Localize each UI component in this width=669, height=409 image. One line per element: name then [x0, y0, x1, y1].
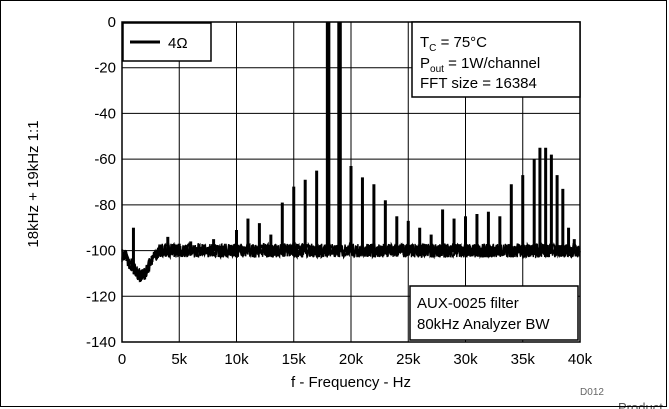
annotation-analyzer-bw: 80kHz Analyzer BW: [417, 316, 550, 333]
y-tick-label: -120: [86, 288, 116, 305]
plot-frame: [121, 21, 581, 343]
x-tick-label: 15k: [282, 351, 307, 368]
x-tick-label: 10k: [224, 351, 249, 368]
legend: 4Ω: [122, 22, 212, 62]
y-axis-label: 18kHz + 19kHz 1:1: [25, 120, 42, 247]
x-tick-label: 5k: [171, 351, 187, 368]
x-tick-label: 40k: [568, 351, 593, 368]
annotation-pout: Pout = 1W/channel: [420, 55, 540, 75]
x-tick-label: 0: [118, 351, 126, 368]
conditions-annotation: TC = 75°C Pout = 1W/channel FFT size = 1…: [411, 21, 581, 98]
annotation-filter: AUX-0025 filter: [417, 295, 519, 312]
x-tick-label: 25k: [396, 351, 421, 368]
x-tick-label: 35k: [511, 351, 536, 368]
axes: [121, 21, 581, 343]
y-tick-label: -20: [94, 60, 116, 77]
legend-entry-4ohm: 4Ω: [168, 35, 188, 52]
y-tick-label: -100: [86, 243, 116, 260]
y-tick-label: -40: [94, 105, 116, 122]
annotation-tc: TC = 75°C: [420, 34, 487, 54]
footer-fragment: Product: [618, 400, 663, 409]
x-tick-label: 30k: [453, 351, 478, 368]
y-tick-label: -80: [94, 197, 116, 214]
x-axis-label: f - Frequency - Hz: [291, 374, 411, 391]
tick-labels: 0 5k 10k 15k 20k 25k 30k 35k 40k 0 -20 -40 -60 -80 -10…: [86, 14, 593, 368]
y-tick-label: 0: [108, 14, 116, 31]
filter-annotation: AUX-0025 filter 80kHz Analyzer BW: [409, 285, 579, 341]
annotation-fft-size: FFT size = 16384: [420, 75, 537, 92]
figure-id: D012: [580, 387, 604, 398]
x-tick-label: 20k: [339, 351, 364, 368]
series-4ohm: [121, 22, 581, 283]
y-tick-label: -60: [94, 151, 116, 168]
y-tick-label: -140: [86, 334, 116, 351]
